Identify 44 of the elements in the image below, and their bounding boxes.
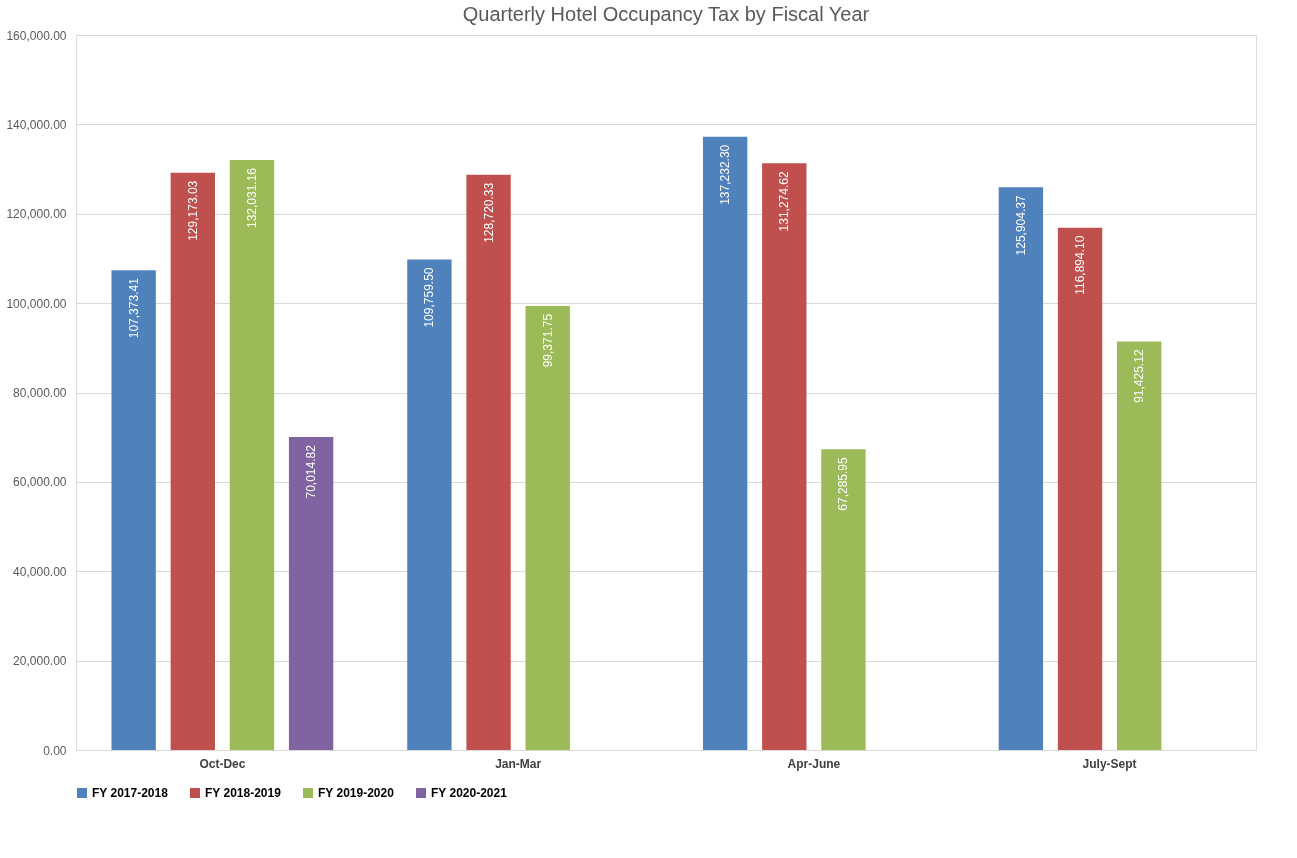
legend-label: FY 2017-2018 [92, 786, 169, 800]
bar [466, 174, 511, 750]
chart-title: Quarterly Hotel Occupancy Tax by Fiscal Year [462, 3, 870, 25]
data-label: 137,232.30 [718, 144, 733, 205]
x-tick-label: Oct-Dec [199, 756, 246, 771]
x-tick-label: Apr-June [787, 756, 841, 771]
y-tick-label: 80,000.00 [13, 386, 67, 400]
y-tick-label: 0.00 [43, 743, 67, 758]
data-label: 107,373.41 [126, 277, 141, 339]
y-tick-label: 100,000.00 [6, 296, 67, 311]
data-label: 99,371.75 [540, 313, 555, 368]
bar [702, 136, 748, 750]
bar [170, 172, 215, 750]
bar [998, 187, 1044, 750]
data-label: 67,285.95 [836, 457, 851, 511]
bar [821, 449, 866, 750]
legend-label: FY 2019-2020 [318, 786, 395, 800]
bar [525, 305, 570, 750]
legend-label: FY 2020-2021 [431, 786, 508, 800]
data-label: 131,274.62 [777, 171, 792, 232]
bar [407, 259, 452, 750]
bar [1057, 227, 1103, 750]
y-tick-label: 160,000.00 [6, 28, 67, 43]
y-tick-label: 20,000.00 [13, 654, 67, 669]
bar [1117, 341, 1162, 750]
bar [762, 163, 807, 750]
data-label: 116,894.10 [1073, 235, 1088, 295]
bar [229, 159, 275, 750]
data-label: 91,425.12 [1132, 349, 1147, 403]
data-label: 129,173.03 [185, 180, 200, 241]
data-label: 125,904.37 [1013, 195, 1028, 256]
y-tick-label: 40,000.00 [13, 564, 67, 579]
data-label: 128,720.33 [481, 182, 496, 243]
legend-label: FY 2018-2019 [205, 786, 282, 800]
bar [288, 437, 334, 750]
data-label: 70,014.82 [304, 444, 319, 499]
x-tick-label: Jan-Mar [495, 756, 542, 771]
y-tick-label: 140,000.00 [6, 117, 67, 132]
y-tick-label: 120,000.00 [6, 207, 67, 222]
bar [111, 270, 156, 750]
y-tick-label: 60,000.00 [13, 475, 67, 490]
data-label: 132,031.16 [244, 167, 259, 229]
data-label: 109,759.50 [422, 267, 437, 328]
x-tick-label: July-Sept [1082, 756, 1137, 771]
